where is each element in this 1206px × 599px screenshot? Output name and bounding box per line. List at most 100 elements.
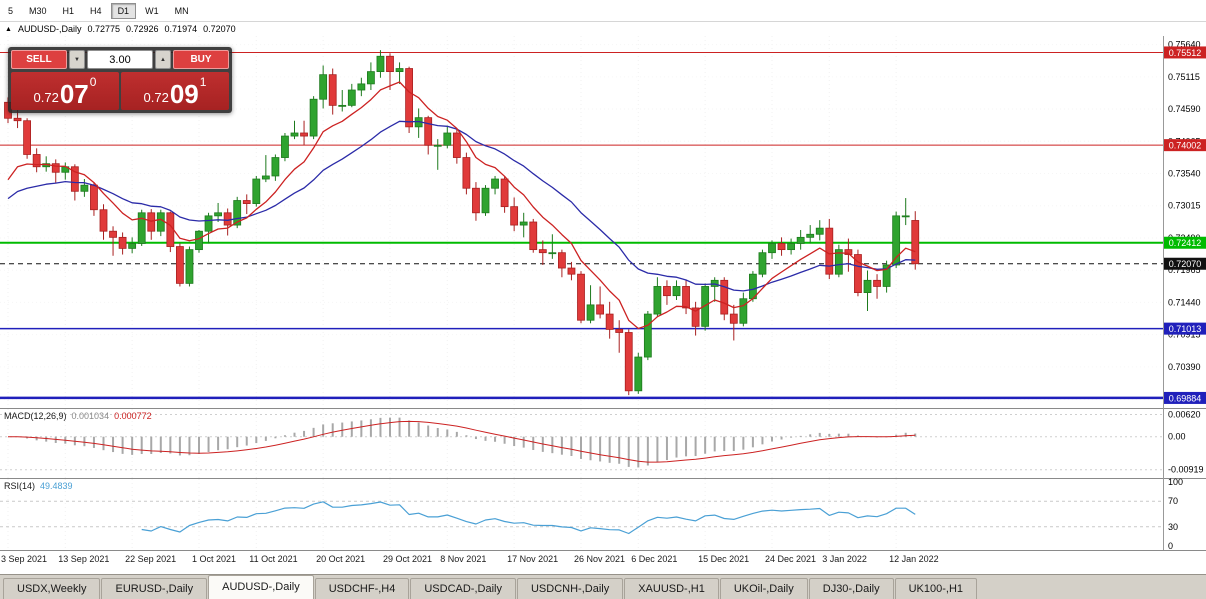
timeframe-button-h4[interactable]: H4 xyxy=(83,2,109,19)
candle xyxy=(51,163,60,173)
buy-price-sup: 1 xyxy=(199,75,207,89)
macd-main-value: 0.001034 xyxy=(71,411,110,421)
rsi-indicator-label: RSI(14) 49.4839 xyxy=(4,481,73,491)
candle xyxy=(825,227,834,275)
chart-tab-xauusd-h1[interactable]: XAUUSD-,H1 xyxy=(624,578,719,599)
chart-tab-audusd-daily[interactable]: AUDUSD-,Daily xyxy=(208,575,314,599)
candle xyxy=(481,187,490,214)
buy-button[interactable]: BUY xyxy=(173,50,229,69)
candle xyxy=(252,178,261,204)
date-axis-label: 6 Dec 2021 xyxy=(631,554,678,564)
candle xyxy=(634,356,643,392)
price-axis-label: 0.70390 xyxy=(1168,362,1201,372)
candle xyxy=(109,230,117,238)
candle xyxy=(491,178,499,189)
timeframe-button-h1[interactable]: H1 xyxy=(55,2,82,19)
price-level-badge-label: 0.72070 xyxy=(1169,259,1202,269)
candle xyxy=(424,117,433,146)
date-axis-label: 24 Dec 2021 xyxy=(765,554,817,564)
candle xyxy=(624,332,633,392)
chart-tab-eurusd-daily[interactable]: EURUSD-,Daily xyxy=(101,578,208,599)
sell-price-prefix: 0.72 xyxy=(33,89,59,105)
candle xyxy=(433,144,442,147)
price-chart[interactable]: 0.756400.751150.745900.740650.735400.730… xyxy=(0,36,1206,408)
candle xyxy=(137,212,146,244)
chart-tab-uk100-h1[interactable]: UK100-,H1 xyxy=(894,578,978,599)
candle xyxy=(290,132,299,137)
candle xyxy=(758,252,767,275)
chart-tab-usdx-weekly[interactable]: USDX,Weekly xyxy=(3,578,101,599)
price-axis-label: 0.73540 xyxy=(1168,169,1201,179)
chart-window: ▲ AUDUSD-,Daily 0.72775 0.72926 0.71974 … xyxy=(0,22,1206,566)
candle xyxy=(777,243,786,251)
macd-indicator-label: MACD(12,26,9) 0.001034 0.000772 xyxy=(4,411,152,421)
rsi-axis-label: 100 xyxy=(1168,478,1183,487)
macd-axis-label: -0.00919 xyxy=(1168,465,1204,475)
candle xyxy=(90,184,98,211)
date-axis-label: 26 Nov 2021 xyxy=(574,554,626,564)
timeframe-button-w1[interactable]: W1 xyxy=(138,2,166,19)
price-axis-label: 0.73015 xyxy=(1168,201,1201,211)
price-level-badge-label: 0.72412 xyxy=(1169,238,1202,248)
sell-price-big: 07 xyxy=(59,78,89,109)
candle xyxy=(815,227,824,235)
buy-price-prefix: 0.72 xyxy=(143,89,169,105)
chart-tab-usdchf-h4[interactable]: USDCHF-,H4 xyxy=(314,578,410,599)
candle xyxy=(796,236,805,244)
candle xyxy=(663,286,671,297)
volume-up-button[interactable]: ▲ xyxy=(155,50,171,69)
sell-button[interactable]: SELL xyxy=(11,50,67,69)
rsi-axis-label: 0 xyxy=(1168,541,1173,550)
timeframe-button-d1[interactable]: D1 xyxy=(110,2,137,19)
chart-tab-ukoil-daily[interactable]: UKOil-,Daily xyxy=(719,578,808,599)
candle xyxy=(281,135,289,158)
macd-name: MACD(12,26,9) xyxy=(4,411,67,421)
candle xyxy=(806,233,815,238)
date-axis-label: 11 Oct 2021 xyxy=(249,554,298,564)
volume-down-button[interactable]: ▼ xyxy=(69,50,85,69)
candle xyxy=(701,286,710,327)
price-axis-label: 0.70915 xyxy=(1168,330,1201,340)
candle xyxy=(882,264,891,287)
date-axis-label: 12 Jan 2022 xyxy=(889,554,939,564)
volume-input[interactable] xyxy=(87,50,153,69)
date-axis-label: 20 Oct 2021 xyxy=(316,554,366,564)
date-axis-label: 15 Dec 2021 xyxy=(698,554,750,564)
chart-info-bar: ▲ AUDUSD-,Daily 0.72775 0.72926 0.71974 … xyxy=(0,22,1206,36)
chart-tab-usdcad-daily[interactable]: USDCAD-,Daily xyxy=(410,578,516,599)
price-axis-label: 0.75115 xyxy=(1168,72,1200,82)
candle xyxy=(500,178,509,208)
date-axis-label: 3 Jan 2022 xyxy=(822,554,867,564)
chart-tab-usdcnh-daily[interactable]: USDCNH-,Daily xyxy=(516,578,624,599)
price-chart-panel: 0.756400.751150.745900.740650.735400.730… xyxy=(0,36,1206,408)
timeframe-button-5[interactable]: 5 xyxy=(1,2,21,19)
timeframe-button-mn[interactable]: MN xyxy=(167,2,196,19)
candle xyxy=(195,230,203,251)
chart-open-value: 0.72775 xyxy=(87,24,120,34)
candle xyxy=(615,329,624,333)
price-axis-label: 0.71965 xyxy=(1168,265,1201,275)
buy-price-display[interactable]: 0.72 09 1 xyxy=(121,72,229,110)
candle xyxy=(682,286,690,309)
timeframe-toolbar: 5 M30 H1 H4 D1 W1 MN xyxy=(0,0,1206,22)
chart-tab-dj30-daily[interactable]: DJ30-,Daily xyxy=(808,578,894,599)
chart-low-value: 0.71974 xyxy=(164,24,198,34)
candle xyxy=(376,55,385,73)
symbol-marker-icon: ▲ xyxy=(5,25,12,33)
macd-chart[interactable]: 0.00620 0.00 -0.00919 xyxy=(0,408,1206,478)
candle xyxy=(156,212,165,232)
candle xyxy=(739,298,748,324)
candle xyxy=(328,74,337,106)
price-level-badge-label: 0.75512 xyxy=(1169,48,1202,58)
sell-price-display[interactable]: 0.72 07 0 xyxy=(11,72,119,110)
rsi-chart[interactable]: 100 70 30 0 xyxy=(0,478,1206,550)
candle xyxy=(261,175,270,180)
price-level-badge xyxy=(1164,236,1206,249)
price-level-badge xyxy=(1164,46,1206,59)
chart-tab-bar: USDX,Weekly EURUSD-,Daily AUDUSD-,Daily USD… xyxy=(0,574,1206,599)
scroll-strip xyxy=(0,566,1206,574)
candle xyxy=(834,249,843,275)
price-axis-label: 0.71440 xyxy=(1168,297,1201,307)
timeframe-button-m30[interactable]: M30 xyxy=(22,2,54,19)
